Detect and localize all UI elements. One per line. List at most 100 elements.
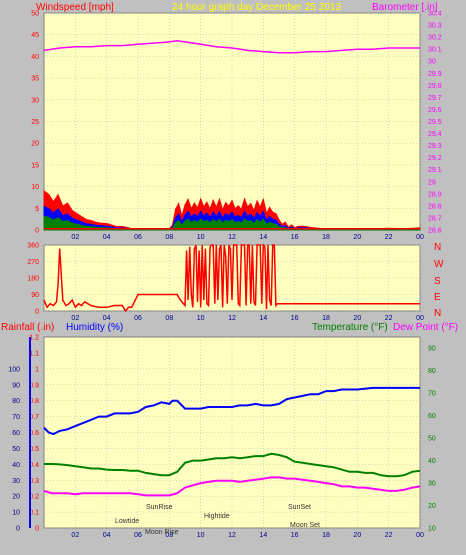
panel3-xtick-label: 12 — [228, 532, 236, 539]
panel1-xtick-label: 04 — [103, 234, 111, 241]
temperature-tick-label: 30 — [428, 481, 436, 488]
windspeed-area — [43, 189, 421, 231]
panel3-xtick-label: 16 — [291, 532, 299, 539]
windspeed-tick-label: 20 — [31, 141, 39, 148]
barometer-tick-label: 29.9 — [428, 71, 442, 78]
panel1-xtick-label: 08 — [165, 234, 173, 241]
windspeed-tick-label: 45 — [31, 32, 39, 39]
direction-tick-label: 0 — [35, 309, 39, 316]
panel2-xtick-label: 18 — [322, 315, 330, 322]
panel2-xtick-label: 14 — [259, 315, 267, 322]
wind-direction-line — [43, 243, 420, 313]
barometer-tick-label: 29.2 — [428, 155, 442, 162]
compass-n-bottom: N — [434, 308, 441, 319]
barometer-tick-label: 29.7 — [428, 95, 442, 102]
barometer-tick-label: 28.7 — [428, 215, 442, 222]
temperature-axis-label: Temperature (°F) — [312, 322, 388, 333]
panel1-xtick-label: 16 — [291, 234, 299, 241]
panel2-xtick-label: 10 — [197, 315, 205, 322]
windspeed-tick-label: 10 — [31, 184, 39, 191]
humidity-tick-label: 40 — [12, 462, 20, 469]
temperature-tick-label: 80 — [428, 368, 436, 375]
astro-event-labels: Lowtide SunRise Moon Rise Hightide SunSe… — [115, 504, 320, 536]
panel3-axes: 02 04 06 08 10 12 14 16 18 20 22 0000.10.20.30.40.5… — [8, 335, 436, 540]
panel1-xtick-label: 02 — [71, 234, 79, 241]
panel3-xtick-label: 10 — [197, 532, 205, 539]
humidity-line — [43, 386, 420, 436]
barometer-tick-label: 28.8 — [428, 203, 442, 210]
panel1-marks — [43, 39, 421, 231]
barometer-tick-label: 30.1 — [428, 47, 442, 54]
windspeed-tick-label: 5 — [35, 206, 39, 213]
temperature-tick-label: 40 — [428, 458, 436, 465]
rainfall-tick-label: 1.1 — [29, 350, 39, 357]
humidity-tick-label: 90 — [12, 382, 20, 389]
direction-tick-label: 180 — [27, 276, 39, 283]
event-hightide: Hightide — [204, 513, 230, 520]
rainfall-tick-label: 1.2 — [29, 335, 39, 342]
windspeed-tick-label: 35 — [31, 76, 39, 83]
humidity-tick-label: 20 — [12, 494, 20, 501]
rainfall-tick-label: 0.1 — [29, 510, 39, 517]
windspeed-tick-label: 50 — [31, 11, 39, 18]
direction-tick-label: 360 — [27, 243, 39, 250]
windspeed-tick-label: 0 — [35, 228, 39, 235]
direction-tick-label: 90 — [31, 292, 39, 299]
rainfall-tick-label: 0.3 — [29, 478, 39, 485]
panel2-xtick-label: 22 — [385, 315, 393, 322]
panel1-xtick-label: 14 — [259, 234, 267, 241]
panel2-xtick-label: 02 — [71, 315, 79, 322]
event-sunrise: SunRise — [146, 504, 173, 511]
panel1-xtick-label: 18 — [322, 234, 330, 241]
event-moonset: Moon Set — [290, 522, 320, 529]
panel3-xtick-label: 02 — [71, 532, 79, 539]
barometer-tick-label: 30 — [428, 59, 436, 66]
rainfall-tick-label: 0 — [35, 526, 39, 533]
event-lowtide: Lowtide — [115, 518, 139, 525]
temperature-tick-label: 90 — [428, 346, 436, 353]
rainfall-tick-label: 0.4 — [29, 462, 39, 469]
humidity-tick-label: 60 — [12, 430, 20, 437]
compass-n-top: N — [434, 242, 441, 253]
dewpoint-line — [43, 476, 421, 497]
temperature-tick-label: 70 — [428, 391, 436, 398]
panel1-xtick-label: 10 — [197, 234, 205, 241]
temperature-tick-label: 60 — [428, 413, 436, 420]
panel2-xtick-label: 08 — [165, 315, 173, 322]
windspeed-tick-label: 40 — [31, 54, 39, 61]
barometer-tick-label: 29.1 — [428, 167, 442, 174]
panel1-axes: 02 04 06 08 10 12 14 16 18 20 22 000510152025303540… — [31, 11, 442, 242]
panel2-xtick-label: 16 — [291, 315, 299, 322]
event-sunset: SunSet — [288, 504, 311, 511]
panel3-xtick-label: 20 — [353, 532, 361, 539]
rainfall-tick-label: 0.5 — [29, 446, 39, 453]
humidity-axis-label: Humidity (%) — [66, 322, 123, 333]
panel1-xtick-label: 06 — [134, 234, 142, 241]
panel3-marks — [43, 386, 421, 497]
panel2-xtick-label: 20 — [353, 315, 361, 322]
direction-tick-label: 270 — [27, 259, 39, 266]
panel1-xtick-label: 12 — [228, 234, 236, 241]
humidity-tick-label: 10 — [12, 510, 20, 517]
panel2-xtick-label: 06 — [134, 315, 142, 322]
panel2-xtick-label: 00 — [416, 315, 424, 322]
panel3-xtick-label: 18 — [322, 532, 330, 539]
rainfall-tick-label: 1 — [35, 366, 39, 373]
barometer-tick-label: 29.8 — [428, 83, 442, 90]
windspeed-avg-area — [43, 205, 421, 231]
barometer-tick-label: 29.3 — [428, 143, 442, 150]
rainfall-tick-label: 0.6 — [29, 430, 39, 437]
barometer-tick-label: 28.9 — [428, 191, 442, 198]
panel3-xtick-label: 14 — [259, 532, 267, 539]
compass-w: W — [434, 259, 444, 270]
windspeed-axis-label: Windspeed [mph] — [36, 2, 114, 13]
temperature-tick-label: 10 — [428, 526, 436, 533]
windspeed-tick-label: 15 — [31, 162, 39, 169]
humidity-tick-label: 70 — [12, 414, 20, 421]
panel3-xtick-label: 00 — [416, 532, 424, 539]
windspeed-tick-label: 30 — [31, 97, 39, 104]
panel2-xtick-label: 12 — [228, 315, 236, 322]
humidity-tick-label: 0 — [16, 526, 20, 533]
